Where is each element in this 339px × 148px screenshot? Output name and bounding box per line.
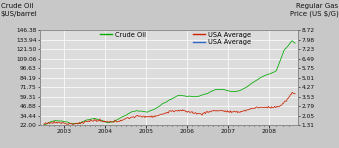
Legend: USA Average, USA Average: USA Average, USA Average [193, 32, 251, 45]
Text: Crude Oil
$US/barrel: Crude Oil $US/barrel [1, 3, 37, 17]
Text: Regular Gas
Price (US $/G): Regular Gas Price (US $/G) [290, 3, 338, 17]
